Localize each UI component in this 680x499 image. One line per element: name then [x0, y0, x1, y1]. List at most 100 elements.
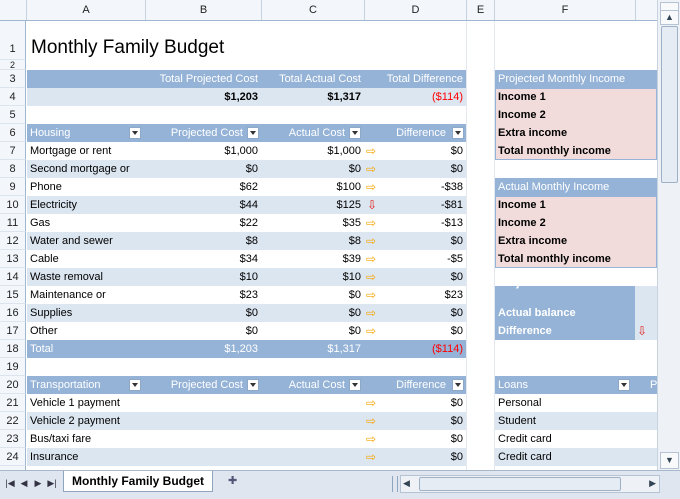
- housing-item-actual[interactable]: $0: [348, 307, 361, 319]
- horizontal-scrollbar[interactable]: ◀ ▶: [400, 475, 660, 493]
- column-header-f[interactable]: F: [495, 0, 636, 20]
- row-header-23[interactable]: 23: [0, 430, 26, 448]
- housing-item-name[interactable]: Supplies: [30, 307, 73, 319]
- housing-item-actual[interactable]: $100: [336, 181, 361, 193]
- row-header-14[interactable]: 14: [0, 268, 26, 286]
- housing-item-actual[interactable]: $10: [342, 271, 361, 283]
- projected-income-item[interactable]: Income 1: [498, 91, 546, 103]
- housing-item-difference[interactable]: $0: [450, 145, 463, 157]
- vertical-scrollbar[interactable]: ▬ ▲ ▼: [657, 0, 680, 470]
- summary-actual-value[interactable]: $1,317: [327, 91, 361, 103]
- row-header-3[interactable]: 3: [0, 70, 26, 88]
- housing-item-actual[interactable]: $35: [342, 217, 361, 229]
- transport-item-difference[interactable]: $0: [450, 433, 463, 445]
- vertical-scroll-thumb[interactable]: [661, 26, 678, 183]
- scroll-down-button[interactable]: ▼: [660, 452, 679, 469]
- transport-item-difference[interactable]: $0: [450, 415, 463, 427]
- projected-income-item[interactable]: Extra income: [498, 127, 568, 139]
- select-all-corner[interactable]: [0, 0, 27, 20]
- filter-dropdown-icon[interactable]: [452, 127, 464, 139]
- transport-item-difference[interactable]: $0: [450, 397, 463, 409]
- housing-item-projected[interactable]: $34: [239, 253, 258, 265]
- projected-income-item[interactable]: Income 2: [498, 109, 546, 121]
- housing-item-actual[interactable]: $39: [342, 253, 361, 265]
- housing-item-actual[interactable]: $0: [348, 325, 361, 337]
- previous-sheet-icon[interactable]: ◀: [20, 478, 28, 488]
- difference-balance-label[interactable]: Difference: [498, 325, 552, 337]
- summary-difference-value[interactable]: ($114): [432, 91, 463, 103]
- row-header-13[interactable]: 13: [0, 250, 26, 268]
- housing-item-name[interactable]: Water and sewer: [30, 235, 113, 247]
- housing-item-difference[interactable]: -$13: [440, 217, 463, 229]
- actual-income-item[interactable]: Total monthly income: [498, 253, 611, 265]
- housing-item-name[interactable]: Second mortgage or: [30, 163, 130, 175]
- row-header-7[interactable]: 7: [0, 142, 26, 160]
- housing-item-actual[interactable]: $0: [348, 289, 361, 301]
- loan-item[interactable]: Student: [498, 415, 536, 427]
- housing-item-projected[interactable]: $22: [239, 217, 258, 229]
- housing-item-projected[interactable]: $23: [239, 289, 258, 301]
- housing-item-actual[interactable]: $1,000: [327, 145, 361, 157]
- housing-item-actual[interactable]: $125: [336, 199, 361, 211]
- loan-item[interactable]: Personal: [498, 397, 542, 409]
- actual-income-item[interactable]: Extra income: [498, 235, 568, 247]
- housing-item-name[interactable]: Gas: [30, 217, 51, 229]
- row-header-4[interactable]: 4: [0, 88, 26, 106]
- housing-item-difference[interactable]: $0: [450, 235, 463, 247]
- row-header-17[interactable]: 17: [0, 322, 26, 340]
- transport-item-name[interactable]: Bus/taxi fare: [30, 433, 92, 445]
- row-header-24[interactable]: 24: [0, 448, 26, 466]
- row-header-18[interactable]: 18: [0, 340, 26, 358]
- housing-item-projected[interactable]: $62: [239, 181, 258, 193]
- housing-item-name[interactable]: Other: [30, 325, 58, 337]
- housing-total-actual[interactable]: $1,317: [327, 343, 361, 355]
- housing-item-name[interactable]: Mortgage or rent: [30, 145, 112, 157]
- filter-dropdown-icon[interactable]: [618, 379, 630, 391]
- housing-item-difference[interactable]: $0: [450, 307, 463, 319]
- housing-item-difference[interactable]: $0: [450, 271, 463, 283]
- horizontal-scroll-thumb[interactable]: [419, 477, 621, 491]
- row-header-21[interactable]: 21: [0, 394, 26, 412]
- next-sheet-icon[interactable]: ▶: [34, 478, 42, 488]
- row-header-19[interactable]: 19: [0, 358, 26, 376]
- column-header-d[interactable]: D: [365, 0, 467, 20]
- column-header-e[interactable]: E: [467, 0, 495, 20]
- row-header-5[interactable]: 5: [0, 106, 26, 124]
- scroll-left-button[interactable]: ◀: [403, 478, 410, 488]
- housing-item-difference[interactable]: $0: [450, 325, 463, 337]
- first-sheet-icon[interactable]: |◀: [5, 478, 15, 488]
- row-header-16[interactable]: 16: [0, 304, 26, 322]
- filter-dropdown-icon[interactable]: [129, 127, 141, 139]
- row-header-9[interactable]: 9: [0, 178, 26, 196]
- last-sheet-icon[interactable]: ▶|: [47, 478, 57, 488]
- column-header-g[interactable]: [636, 0, 657, 20]
- housing-item-actual[interactable]: $0: [348, 163, 361, 175]
- row-header-12[interactable]: 12: [0, 232, 26, 250]
- transport-item-difference[interactable]: $0: [450, 451, 463, 463]
- loan-item[interactable]: Credit card: [498, 433, 552, 445]
- housing-item-projected[interactable]: $1,000: [224, 145, 258, 157]
- housing-item-name[interactable]: Maintenance or: [30, 289, 106, 301]
- row-header-15[interactable]: 15: [0, 286, 26, 304]
- projected-income-item[interactable]: Total monthly income: [498, 145, 611, 157]
- housing-item-projected[interactable]: $0: [245, 307, 258, 319]
- housing-total-projected[interactable]: $1,203: [224, 343, 258, 355]
- projected-balance-label[interactable]: Projected balance: [498, 277, 593, 289]
- spreadsheet-grid[interactable]: A B C D E F 1 2 3 4 5 6 7 8 9 10 11 12 1…: [0, 0, 657, 470]
- filter-dropdown-icon[interactable]: [349, 127, 361, 139]
- actual-balance-label[interactable]: Actual balance: [498, 307, 576, 319]
- row-header-8[interactable]: 8: [0, 160, 26, 178]
- row-header-1[interactable]: 1: [0, 21, 26, 60]
- actual-income-item[interactable]: Income 1: [498, 199, 546, 211]
- row-header-2[interactable]: 2: [0, 60, 26, 70]
- filter-dropdown-icon[interactable]: [452, 379, 464, 391]
- housing-item-difference[interactable]: -$38: [440, 181, 463, 193]
- housing-item-actual[interactable]: $8: [348, 235, 361, 247]
- scroll-up-button[interactable]: ▲: [660, 10, 679, 25]
- column-header-a[interactable]: A: [27, 0, 146, 20]
- housing-item-difference[interactable]: -$81: [440, 199, 463, 211]
- housing-item-projected[interactable]: $0: [245, 325, 258, 337]
- row-header-20[interactable]: 20: [0, 376, 26, 394]
- housing-item-projected[interactable]: $0: [245, 163, 258, 175]
- loan-item[interactable]: Credit card: [498, 451, 552, 463]
